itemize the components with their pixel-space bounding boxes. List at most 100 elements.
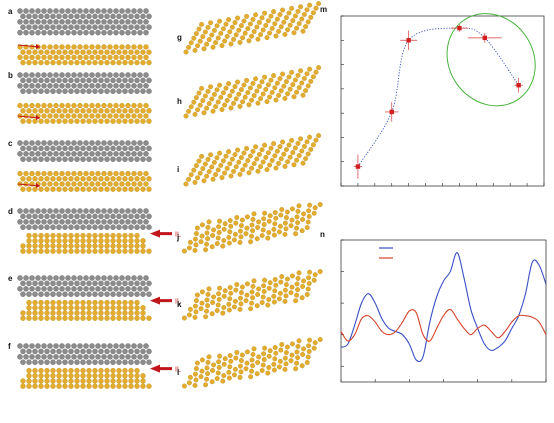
tungsten-atom xyxy=(95,19,101,25)
gold-atom xyxy=(56,49,62,55)
tungsten-atom xyxy=(125,19,131,25)
gold-atom xyxy=(125,102,131,109)
tungsten-atom xyxy=(47,151,53,157)
gold-atom xyxy=(74,238,80,244)
tungsten-atom xyxy=(113,208,119,214)
tungsten-atom xyxy=(146,145,152,152)
gold-atom xyxy=(32,315,38,321)
gold-atom xyxy=(20,310,26,316)
gold-atom xyxy=(211,159,217,165)
gold-atom xyxy=(128,383,134,389)
gold-atom xyxy=(128,186,134,192)
gold-atom xyxy=(80,367,86,374)
gold-atom xyxy=(260,159,266,165)
gold-atom xyxy=(191,99,197,105)
gold-atom xyxy=(304,71,310,77)
lateral-force-chart: n xyxy=(320,230,547,383)
gold-atom xyxy=(259,15,265,21)
gold-atom xyxy=(62,118,68,124)
gold-atom xyxy=(86,108,92,114)
gold-atom xyxy=(273,33,279,39)
tungsten-atom xyxy=(116,156,122,162)
gold-atom xyxy=(50,373,56,379)
gold-atom xyxy=(253,76,259,82)
gold-atom xyxy=(74,49,80,55)
gold-atom xyxy=(98,59,104,66)
tungsten-atom xyxy=(116,348,122,355)
gold-atom xyxy=(283,15,289,21)
gold-atom xyxy=(224,165,230,171)
tungsten-atom xyxy=(122,156,128,162)
tungsten-atom xyxy=(80,88,86,94)
tungsten-atom xyxy=(137,8,143,14)
gold-atom xyxy=(316,1,322,7)
gold-atom xyxy=(206,219,212,225)
tungsten-atom xyxy=(56,156,62,162)
tungsten-atom xyxy=(56,359,62,365)
snapshot-panel-f: fIL xyxy=(8,342,181,389)
gold-atom xyxy=(228,358,234,364)
gold-atom xyxy=(295,72,301,78)
gold-atom xyxy=(278,156,284,162)
gold-atom xyxy=(310,142,316,148)
tungsten-atom xyxy=(71,8,77,14)
gold-atom xyxy=(41,181,47,187)
gold-atom xyxy=(241,18,247,24)
gold-atom xyxy=(134,305,140,311)
gold-atom xyxy=(119,181,125,187)
tungsten-atom xyxy=(83,151,89,157)
gold-atom xyxy=(268,77,274,83)
gold-atom xyxy=(62,299,68,306)
tungsten-atom xyxy=(131,83,137,89)
gold-atom xyxy=(305,219,311,225)
gold-atom xyxy=(62,373,68,379)
gold-atom xyxy=(50,238,56,244)
gold-atom xyxy=(38,305,44,311)
tungsten-atom xyxy=(116,291,122,297)
gold-atom xyxy=(95,170,101,177)
gold-atom xyxy=(26,108,32,114)
gold-atom xyxy=(215,302,221,308)
gold-atom xyxy=(17,170,23,177)
gold-atom xyxy=(250,16,256,22)
gold-atom xyxy=(122,59,128,66)
gold-atom xyxy=(218,30,224,36)
gold-atom xyxy=(203,314,209,320)
tungsten-atom xyxy=(65,83,71,89)
gold-atom xyxy=(77,113,83,119)
tungsten-atom xyxy=(137,286,143,292)
gold-atom xyxy=(305,19,311,25)
gold-atom xyxy=(122,176,128,182)
gold-atom xyxy=(218,94,224,100)
gold-atom xyxy=(260,362,266,368)
tungsten-atom xyxy=(47,208,53,214)
gold-atom xyxy=(32,378,38,384)
gold-atom xyxy=(146,108,152,114)
gold-atom xyxy=(301,346,307,352)
tungsten-atom xyxy=(134,156,140,162)
tungsten-atom xyxy=(83,208,89,214)
gold-atom xyxy=(217,82,223,88)
gold-atom xyxy=(221,373,227,378)
gold-atom xyxy=(229,88,235,94)
tungsten-atom xyxy=(137,140,143,146)
gold-atom xyxy=(251,29,257,35)
gold-atom xyxy=(44,49,50,55)
gold-atom xyxy=(44,383,50,389)
gold-atom xyxy=(32,243,38,249)
gold-atom xyxy=(307,66,313,72)
gold-atom xyxy=(134,118,140,124)
gold-atom xyxy=(215,99,221,105)
tungsten-atom xyxy=(98,13,104,20)
gold-atom xyxy=(305,354,311,360)
tungsten-atom xyxy=(116,24,122,30)
tungsten-atom xyxy=(107,219,113,225)
gold-atom xyxy=(26,367,32,374)
gold-atom xyxy=(265,82,271,88)
gold-atom xyxy=(186,312,192,318)
gold-atom xyxy=(116,238,122,244)
gold-atom xyxy=(205,24,211,30)
gold-atom xyxy=(140,383,146,389)
gold-atom xyxy=(92,248,98,254)
gold-atom xyxy=(125,170,131,177)
